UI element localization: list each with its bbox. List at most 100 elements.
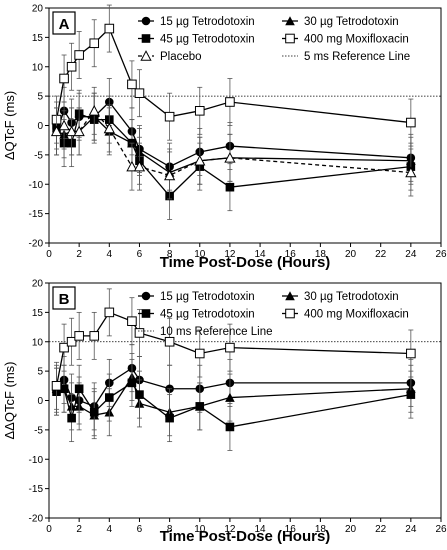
data-point — [406, 390, 416, 399]
legend-label: 400 mg Moxifloxacin — [304, 309, 409, 321]
x-tick-label: 2 — [76, 524, 82, 535]
data-point — [104, 23, 115, 34]
x-tick-label: 8 — [167, 524, 173, 535]
x-tick-label: 26 — [435, 249, 447, 260]
legend-marker — [141, 309, 151, 318]
data-point — [194, 154, 206, 166]
y-tick-label: 0 — [37, 396, 43, 407]
x-tick-label: 2 — [76, 249, 82, 260]
data-point — [89, 38, 100, 49]
data-point — [133, 160, 146, 172]
x-tick-label: 24 — [405, 524, 417, 535]
data-point — [104, 307, 115, 318]
x-tick-label: 18 — [315, 524, 327, 535]
series — [52, 344, 416, 431]
data-point — [406, 348, 416, 359]
data-point — [105, 393, 114, 402]
x-tick-label: 12 — [224, 524, 236, 535]
y-tick-label: 10 — [32, 62, 44, 73]
x-tick-label: 18 — [315, 249, 327, 260]
data-point — [134, 88, 145, 98]
y-tick-label: -20 — [29, 514, 44, 525]
y-tick-label: -15 — [29, 209, 44, 220]
data-point — [225, 97, 235, 107]
legend-marker — [285, 291, 295, 301]
x-tick-label: 6 — [137, 249, 143, 260]
data-point — [126, 160, 138, 172]
x-tick-label: 22 — [375, 249, 387, 260]
legend-marker — [141, 34, 151, 43]
x-tick-label: 16 — [285, 249, 297, 260]
x-tick-label: 12 — [224, 249, 236, 260]
x-tick-label: 20 — [345, 524, 357, 535]
x-tick-label: 4 — [107, 249, 113, 260]
y-axis-title: ΔΔQTcF (ms) — [2, 361, 17, 439]
y-tick-label: 5 — [37, 92, 43, 103]
data-point — [127, 79, 137, 90]
data-point — [225, 422, 235, 432]
data-point — [127, 316, 137, 326]
legend-marker — [285, 308, 295, 319]
legend-label: Placebo — [160, 51, 202, 63]
legend-label: 30 µg Tetrodotoxin — [304, 16, 399, 28]
data-point — [103, 122, 115, 134]
data-point — [225, 182, 235, 192]
data-point — [195, 402, 205, 411]
data-point — [88, 104, 100, 116]
data-point — [164, 111, 175, 122]
y-tick-label: 5 — [37, 367, 43, 378]
data-point — [406, 117, 416, 128]
x-axis-title: Time Post-Dose (Hours) — [160, 254, 331, 271]
y-tick-label: -10 — [29, 455, 44, 466]
x-tick-label: 14 — [255, 524, 267, 535]
series-line — [56, 375, 411, 416]
data-point — [59, 73, 69, 84]
data-point — [165, 413, 174, 423]
data-point — [164, 336, 175, 347]
series-line — [56, 381, 411, 428]
data-point — [59, 384, 69, 394]
y-tick-label: 10 — [32, 337, 44, 348]
y-tick-label: -10 — [29, 180, 44, 191]
data-point — [73, 125, 85, 137]
legend-label: 15 µg Tetrodotoxin — [160, 291, 255, 303]
x-tick-label: 10 — [194, 524, 206, 535]
data-point — [225, 392, 235, 402]
x-tick-label: 20 — [345, 249, 357, 260]
panel-label-box — [52, 286, 76, 310]
data-point — [194, 106, 205, 116]
data-point — [89, 331, 100, 341]
legend-label: 10 ms Reference Line — [160, 326, 273, 338]
data-point — [74, 384, 84, 394]
data-point — [65, 125, 78, 137]
y-tick-label: 15 — [32, 308, 44, 319]
panel-label: A — [59, 16, 70, 33]
x-tick-label: 26 — [435, 524, 447, 535]
legend: 15 µg Tetrodotoxin 30 µg Tetrodotoxin 45 µ… — [138, 16, 410, 63]
legend-marker — [141, 16, 151, 26]
series — [51, 288, 416, 410]
legend-label: 15 µg Tetrodotoxin — [160, 16, 255, 28]
series — [50, 86, 417, 200]
x-tick-label: 14 — [255, 249, 267, 260]
data-point — [58, 119, 70, 131]
x-tick-label: 0 — [46, 524, 52, 535]
data-point — [74, 50, 84, 60]
x-tick-label: 8 — [167, 249, 173, 260]
series — [52, 358, 416, 451]
data-point — [66, 61, 77, 72]
legend-label: 45 µg Tetrodotoxin — [160, 309, 255, 321]
legend: 15 µg Tetrodotoxin 30 µg Tetrodotoxin 45 µ… — [138, 291, 409, 338]
data-point — [405, 166, 417, 178]
x-tick-label: 6 — [137, 524, 143, 535]
data-point — [163, 169, 176, 181]
legend-label: 30 µg Tetrodotoxin — [304, 291, 399, 303]
data-point — [127, 378, 137, 388]
y-axis-title: ΔQTcF (ms) — [2, 91, 17, 160]
data-point — [50, 125, 63, 137]
x-tick-label: 16 — [285, 524, 297, 535]
y-tick-label: -5 — [34, 425, 43, 436]
y-tick-label: -20 — [29, 239, 44, 250]
